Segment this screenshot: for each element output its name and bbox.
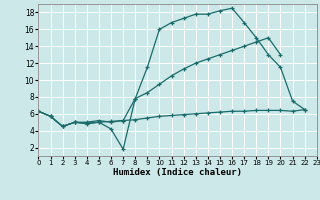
X-axis label: Humidex (Indice chaleur): Humidex (Indice chaleur)	[113, 168, 242, 177]
